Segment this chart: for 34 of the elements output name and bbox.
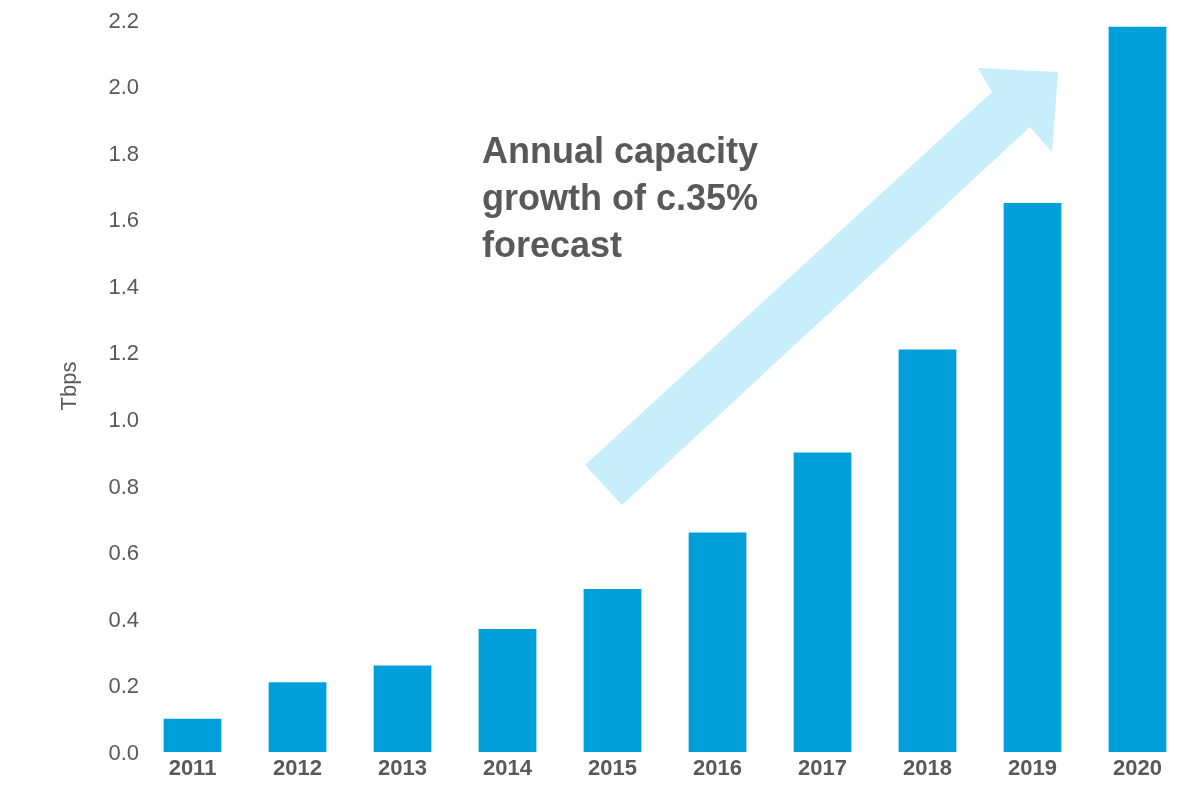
y-tick-label: 2.0: [108, 74, 139, 100]
bar: [898, 349, 957, 752]
x-tick-label: 2017: [798, 755, 847, 780]
x-tick-label: 2016: [693, 755, 742, 780]
y-tick-label: 0.6: [108, 540, 139, 566]
x-tick-label: 2019: [1008, 755, 1057, 780]
x-tick-label: 2018: [903, 755, 952, 780]
x-tick-label: 2015: [588, 755, 637, 780]
x-tick-label: 2013: [378, 755, 427, 780]
y-tick-label: 1.4: [108, 273, 139, 299]
bar: [268, 682, 327, 752]
bar: [163, 718, 222, 752]
y-tick-label: 0.2: [108, 673, 139, 699]
y-tick-label: 0.0: [108, 739, 139, 765]
bar: [1108, 26, 1167, 752]
y-tick-label: 0.8: [108, 473, 139, 499]
bar: [1003, 203, 1062, 752]
y-tick-label: 0.4: [108, 606, 139, 632]
bar: [583, 588, 642, 752]
bar: [793, 452, 852, 752]
x-tick-label: 2011: [168, 755, 217, 780]
y-axis-title: Tbps: [56, 361, 82, 411]
y-tick-label: 1.6: [108, 207, 139, 233]
annotation: Annual capacity growth of c.35% forecast: [482, 130, 759, 265]
y-tick-label: 2.2: [108, 7, 139, 33]
bar: [478, 628, 537, 752]
y-tick-label: 1.0: [108, 406, 139, 432]
x-tick-label: 2014: [483, 755, 533, 780]
x-tick-label: 2012: [273, 755, 322, 780]
y-tick-label: 1.8: [108, 140, 139, 166]
bar: [373, 665, 432, 752]
y-tick-label: 1.2: [108, 340, 139, 366]
x-tick-label: 2020: [1113, 755, 1162, 780]
bar: [688, 532, 747, 752]
